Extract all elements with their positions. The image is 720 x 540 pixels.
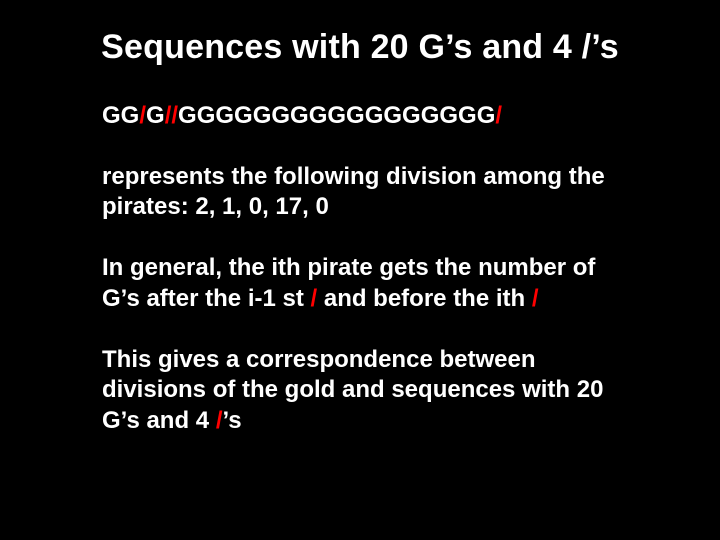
paragraph-represents: represents the following division among … bbox=[102, 162, 632, 223]
para4-text-b: ’s bbox=[222, 407, 241, 434]
paragraph-general-rule: In general, the ith pirate gets the numb… bbox=[102, 253, 632, 314]
slide-title: Sequences with 20 G’s and 4 /’s bbox=[60, 28, 660, 67]
seq-slash-4: / bbox=[495, 102, 502, 129]
seq-g-run-2: G bbox=[146, 102, 165, 129]
slide: Sequences with 20 G’s and 4 /’s GG/G//GG… bbox=[0, 0, 720, 540]
seq-g-run-3: GGGGGGGGGGGGGGGGG bbox=[178, 102, 495, 129]
slide-body: GG/G//GGGGGGGGGGGGGGGGG/ represents the … bbox=[60, 101, 660, 437]
para4-text-a: This gives a correspondence between divi… bbox=[102, 346, 603, 434]
paragraph-correspondence: This gives a correspondence between divi… bbox=[102, 345, 632, 437]
para3-slash-2: / bbox=[532, 285, 539, 312]
para3-text-mid: and before the ith bbox=[317, 285, 532, 312]
sequence-line: GG/G//GGGGGGGGGGGGGGGGG/ bbox=[102, 101, 632, 132]
seq-g-run-1: GG bbox=[102, 102, 139, 129]
seq-slash-1: / bbox=[139, 102, 146, 129]
